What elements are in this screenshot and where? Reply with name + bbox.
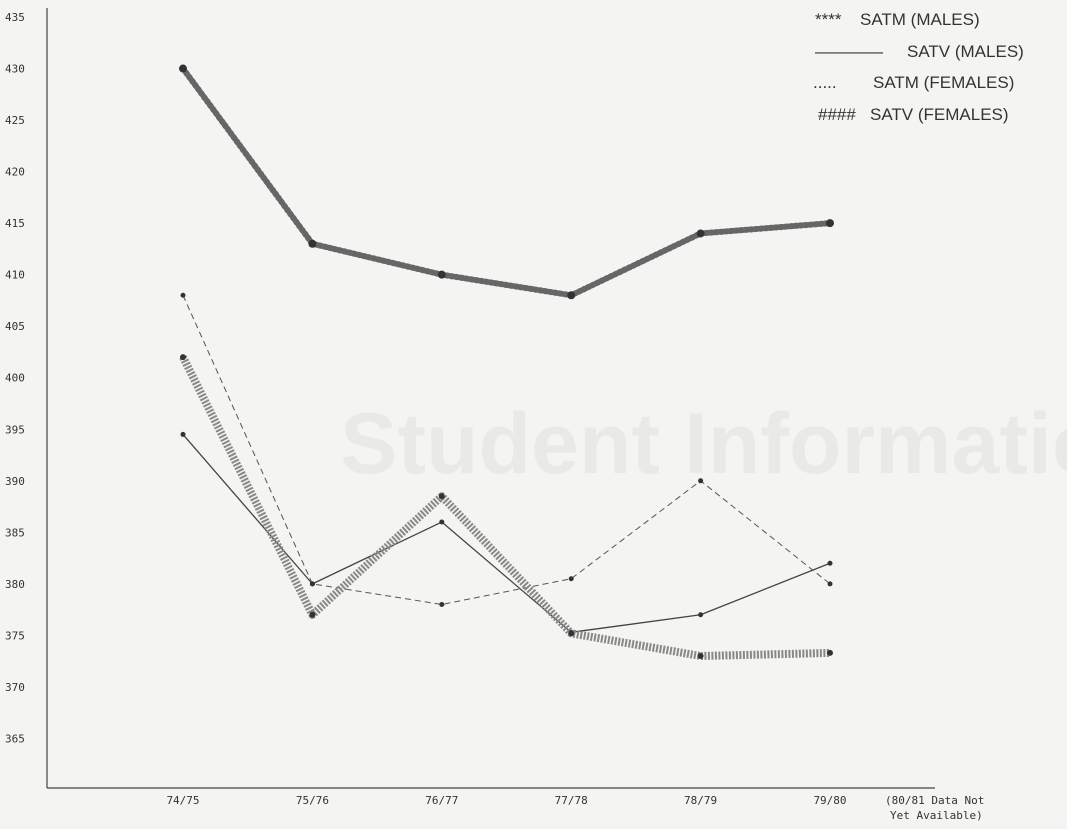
series-1 [180,431,833,635]
data-point [180,292,186,298]
x-tick-label: 75/76 [296,794,329,807]
y-tick-label: 410 [5,269,25,282]
data-point [826,219,834,228]
legend-label: SATM (FEMALES) [873,73,1014,92]
legend-item: ..... SATM (FEMALES) [813,73,1014,92]
y-tick-label: 425 [5,114,25,127]
data-point [568,630,575,637]
x-tick-label: 76/77 [425,794,458,807]
series-3 [179,354,833,661]
data-point [308,239,317,248]
y-tick-label: 390 [5,475,25,488]
legend-item: ———— SATV (MALES) [815,42,1024,61]
data-point [180,354,186,361]
y-tick-label: 365 [5,732,25,745]
data-point [568,576,574,582]
x-tick-label: 78/79 [684,794,717,807]
y-tick-label: 405 [5,320,25,333]
y-tick-label: 430 [5,63,25,76]
series-line [182,433,831,633]
y-tick-label: 385 [5,526,25,539]
legend-label: SATV (MALES) [907,42,1024,61]
data-point [698,478,704,484]
y-tick-label: 370 [5,681,25,694]
series-0 [179,64,834,300]
data-point [827,649,833,656]
data-point [827,581,833,587]
x-tick-label: 74/75 [166,794,199,807]
data-point [696,229,705,238]
data-point [309,581,315,587]
y-tick-label: 420 [5,166,25,179]
data-point [180,431,186,437]
note-line-1: (80/81 Data Not [885,794,984,807]
y-tick-label: 395 [5,423,25,436]
data-point [439,601,445,607]
data-point [179,64,187,73]
y-tick-label: 400 [5,372,25,385]
y-tick-label: 380 [5,578,25,591]
data-point [309,611,316,618]
series-line [179,355,831,661]
series-layer [179,64,834,661]
data-point [437,270,446,279]
data-point [567,291,576,300]
legend-label: SATM (MALES) [860,10,980,29]
chart-axes: 365 370 375 380 385 390 395 400 405 410 415 420 425 4… [5,8,935,807]
data-point [439,519,445,525]
legend-item: #### SATV (FEMALES) [818,105,1009,124]
y-tick-label: 375 [5,629,25,642]
y-tick-label: 415 [5,217,25,230]
legend-marker: ———— [815,42,883,61]
y-tick-label: 435 [5,11,25,24]
legend-label: SATV (FEMALES) [870,105,1009,124]
legend-marker: **** [815,10,842,29]
series-2 [180,292,833,607]
data-point [827,560,833,566]
x-tick-label: 79/80 [813,794,846,807]
series-line [180,65,833,299]
chart-legend: **** SATM (MALES) ———— SATV (MALES)..... SAT… [813,10,1024,124]
legend-marker: #### [818,105,856,124]
data-point [438,493,445,500]
series-line [182,295,831,605]
legend-item: **** SATM (MALES) [815,10,980,29]
x-tick-label: 77/78 [555,794,588,807]
data-point [697,653,704,660]
data-point [698,612,704,618]
note-line-2: Yet Available) [890,809,983,822]
data-availability-note: (80/81 Data Not Yet Available) [885,794,984,822]
legend-marker: ..... [813,73,837,92]
